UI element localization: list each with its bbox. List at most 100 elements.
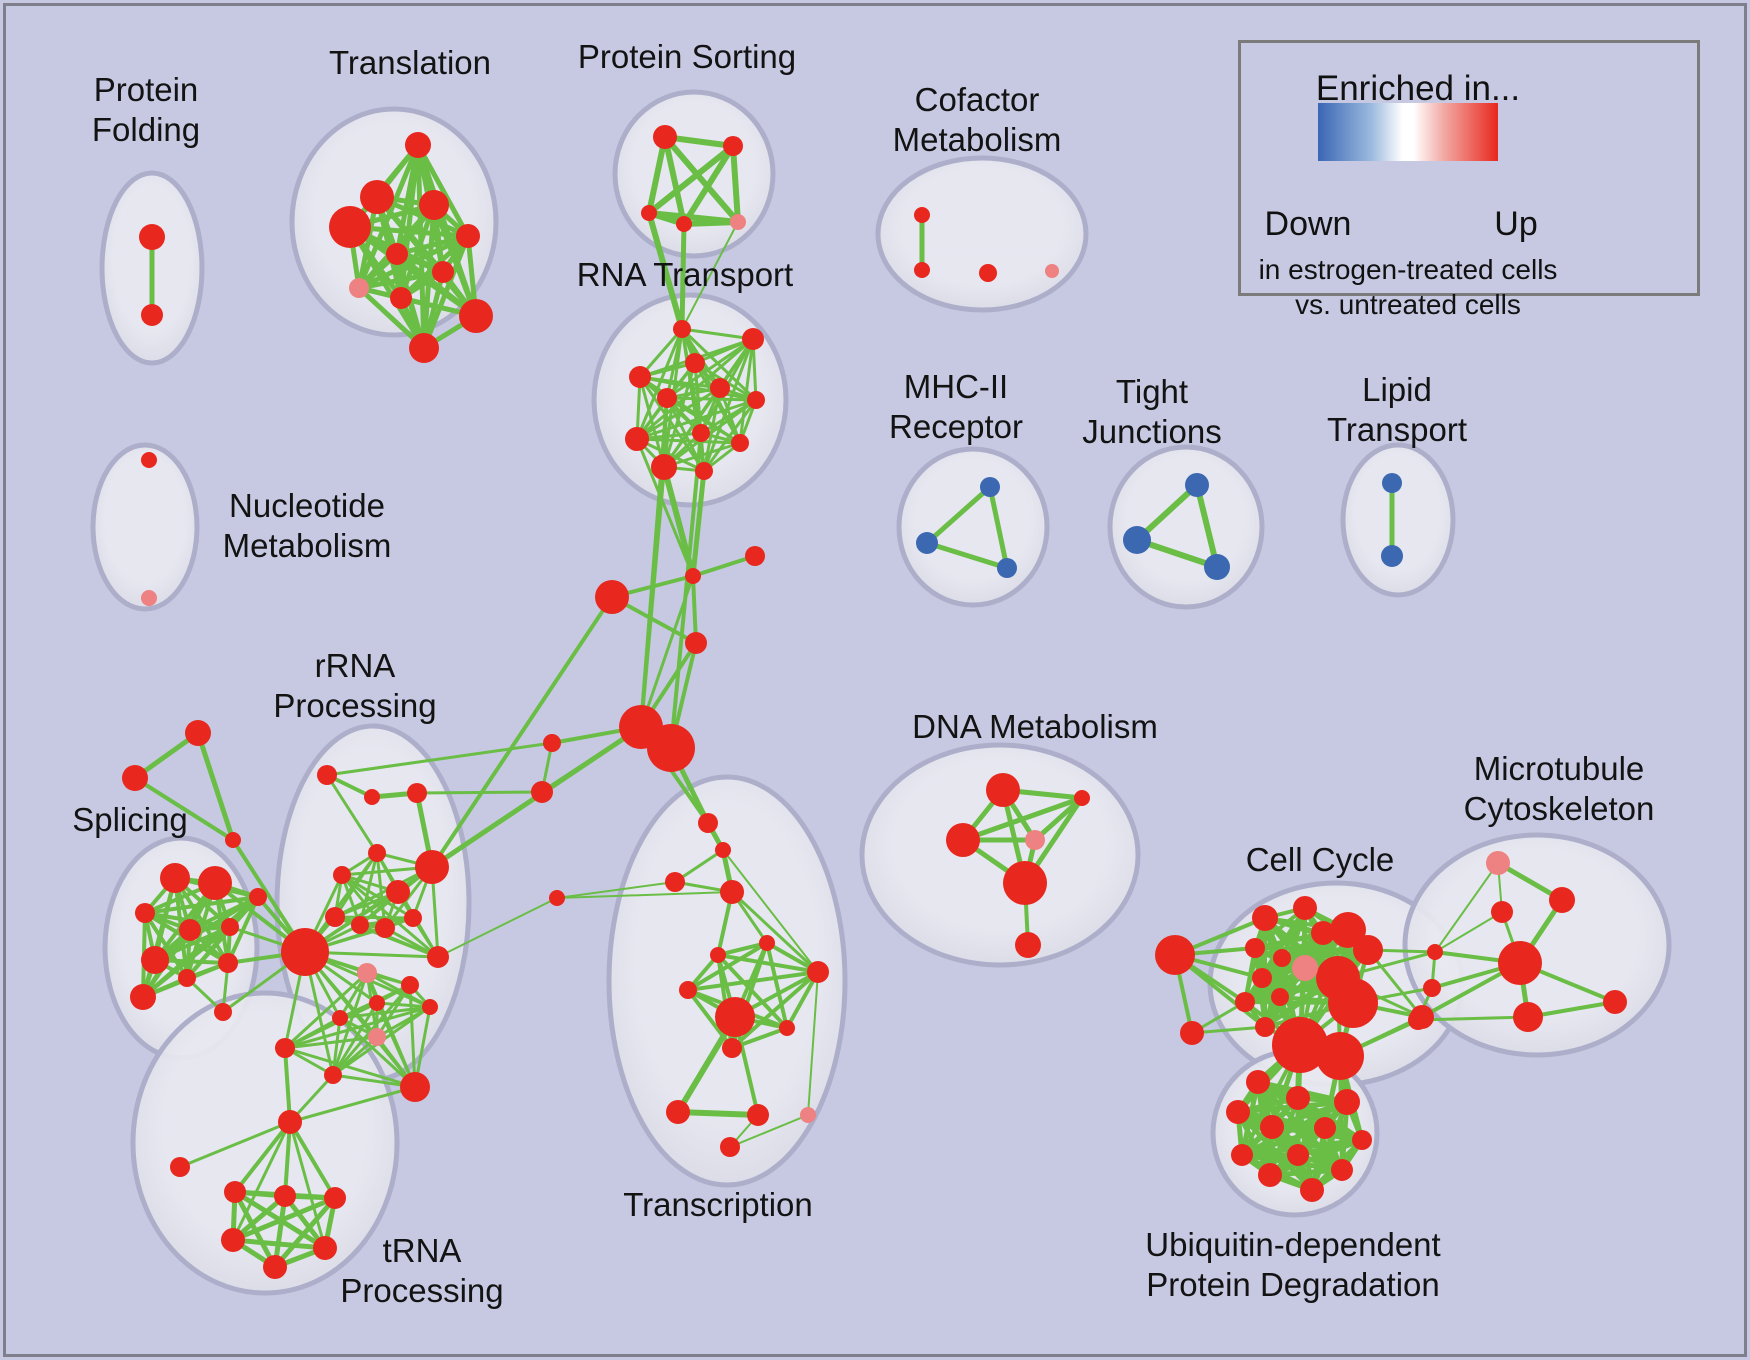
edge-mtp-mtj1 bbox=[1434, 862, 1499, 953]
gene-set-node-tn2 bbox=[278, 1110, 302, 1134]
edge-rr17-rr20 bbox=[338, 1016, 417, 1089]
gene-set-node-cc5 bbox=[1330, 912, 1366, 948]
legend-up-label: Up bbox=[1494, 205, 1538, 243]
gene-set-node-cf2 bbox=[914, 262, 930, 278]
cluster-label-rrna-processing: rRNA Processing bbox=[273, 647, 437, 724]
edge-ps5-rt1 bbox=[681, 221, 739, 330]
edge-rt7-rt9 bbox=[635, 398, 758, 441]
edge-tn6-tn9 bbox=[272, 1195, 338, 1270]
gene-set-node-ps4 bbox=[676, 216, 692, 232]
edge-tn2-tn8 bbox=[288, 1120, 327, 1250]
gene-set-node-ub8 bbox=[1231, 1144, 1253, 1166]
gene-set-node-tb10 bbox=[800, 1107, 816, 1123]
gene-set-node-tn5 bbox=[274, 1185, 296, 1207]
gene-set-node-cf3 bbox=[979, 264, 997, 282]
edge-tn2-tn4 bbox=[233, 1120, 292, 1194]
edge-rr14-rr20 bbox=[408, 983, 417, 1089]
gene-set-node-tl3 bbox=[419, 190, 449, 220]
edge-ps2-ps5 bbox=[730, 143, 741, 225]
gene-set-node-tc4 bbox=[720, 880, 744, 904]
gene-set-node-rt11 bbox=[651, 454, 677, 480]
gene-set-node-sb8 bbox=[218, 953, 238, 973]
edge-ps1-ps5 bbox=[662, 134, 741, 225]
gene-set-node-dn6 bbox=[1015, 932, 1041, 958]
gene-set-node-tn4 bbox=[224, 1181, 246, 1203]
edge-rr1-mc4 bbox=[325, 741, 554, 777]
edge-rt2-rt6 bbox=[665, 337, 755, 400]
gene-set-node-tb1 bbox=[759, 935, 775, 951]
cluster-label-rna-transport: RNA Transport bbox=[576, 256, 794, 293]
gene-set-node-sb3 bbox=[135, 903, 155, 923]
edge-rr8-rr11 bbox=[333, 915, 415, 920]
gene-set-node-ub10 bbox=[1331, 1159, 1353, 1181]
edge-rr7-rrH bbox=[303, 865, 434, 954]
edge-tn2-tn7 bbox=[231, 1120, 292, 1242]
gene-set-node-rt7 bbox=[747, 391, 765, 409]
gene-set-node-ub12 bbox=[1300, 1178, 1324, 1202]
gene-set-node-sp2 bbox=[122, 765, 148, 791]
gene-set-node-tb4 bbox=[679, 981, 697, 999]
enrichment-legend: Enriched in... Down Up in estrogen-treat… bbox=[1238, 40, 1700, 320]
edge-mh1-mh2 bbox=[924, 484, 993, 546]
edge-rr18-rr21 bbox=[283, 1035, 379, 1050]
gene-set-node-ub3 bbox=[1334, 1089, 1360, 1115]
edge-rt6-rt10 bbox=[665, 396, 742, 445]
edge-ps4-ps5 bbox=[681, 219, 741, 227]
edge-ps2-ps4 bbox=[681, 143, 736, 227]
edge-cc2-cc16 bbox=[1190, 1025, 1267, 1035]
edge-mtj3-mt4 bbox=[1416, 1015, 1530, 1022]
edge-rt9-mc_j1 bbox=[635, 437, 695, 578]
edge-mc_j1-mcH1 bbox=[639, 574, 695, 729]
cluster-ellipse-nucleotide-metabolism bbox=[90, 442, 200, 612]
gene-set-node-mh3 bbox=[997, 558, 1017, 578]
gene-set-node-cc10 bbox=[1292, 955, 1318, 981]
gene-set-node-ub9 bbox=[1287, 1144, 1309, 1166]
gene-set-node-cc1 bbox=[1155, 935, 1195, 975]
gene-set-node-sb10 bbox=[214, 1003, 232, 1021]
gene-set-node-cc9 bbox=[1273, 949, 1291, 967]
edge-rr15-rr17 bbox=[338, 1005, 432, 1020]
gene-set-node-ps1 bbox=[653, 125, 677, 149]
gene-set-node-rt12 bbox=[695, 462, 713, 480]
edge-sp2-sp3 bbox=[133, 776, 235, 842]
gene-set-node-lt1 bbox=[1382, 473, 1402, 493]
gene-set-node-ub5 bbox=[1260, 1115, 1284, 1139]
edge-rt2-rt10 bbox=[738, 337, 755, 445]
gene-set-node-dn1 bbox=[986, 773, 1020, 807]
cluster-label-ubiquitin-degradation: Ubiquitin-dependent Protein Degradation bbox=[1145, 1226, 1441, 1303]
gene-set-node-cc13 bbox=[1271, 988, 1289, 1006]
edge-sb7-sb9 bbox=[185, 895, 260, 980]
edge-rr12-rr21 bbox=[283, 971, 369, 1050]
cluster-ellipse-microtubule-cytoskeleton bbox=[1402, 832, 1672, 1058]
gene-set-node-rt3 bbox=[685, 353, 705, 373]
gene-set-node-rt1 bbox=[673, 320, 691, 338]
edge-tl4-tl11 bbox=[347, 224, 427, 351]
edge-rr1-rr4 bbox=[325, 773, 379, 855]
gene-set-node-rt9 bbox=[625, 427, 649, 451]
edge-tn7-tn8 bbox=[230, 1237, 328, 1251]
edge-tn2-tn5 bbox=[283, 1120, 292, 1198]
edge-tb8-tb9 bbox=[675, 1109, 761, 1118]
gene-set-node-mc_j1 bbox=[685, 568, 701, 584]
gene-set-node-mc3 bbox=[685, 632, 707, 654]
gene-set-node-tn3 bbox=[170, 1157, 190, 1177]
gene-set-node-cc6 bbox=[1353, 935, 1383, 965]
gene-set-node-mh1 bbox=[980, 477, 1000, 497]
gene-set-node-sb6 bbox=[141, 946, 169, 974]
gene-set-node-cc8 bbox=[1245, 938, 1265, 958]
gene-set-node-rr6 bbox=[386, 880, 410, 904]
edge-rt9-rt10 bbox=[635, 437, 742, 445]
gene-set-node-mc2 bbox=[595, 580, 629, 614]
gene-set-node-dn2 bbox=[1074, 790, 1090, 806]
cluster-ellipse-mhc-ii-receptor bbox=[896, 446, 1050, 608]
gene-set-node-pf1 bbox=[139, 224, 165, 250]
edge-rr16-rr20 bbox=[375, 1001, 417, 1089]
cluster-label-transcription: Transcription bbox=[623, 1186, 813, 1223]
gene-set-node-mt1 bbox=[1549, 887, 1575, 913]
gene-set-node-dn4 bbox=[1025, 830, 1045, 850]
gene-set-node-mcH2 bbox=[647, 724, 695, 772]
edge-sp1-sp3 bbox=[195, 730, 236, 843]
gene-set-node-tc3 bbox=[665, 872, 685, 892]
gene-set-node-rt4 bbox=[629, 366, 651, 388]
